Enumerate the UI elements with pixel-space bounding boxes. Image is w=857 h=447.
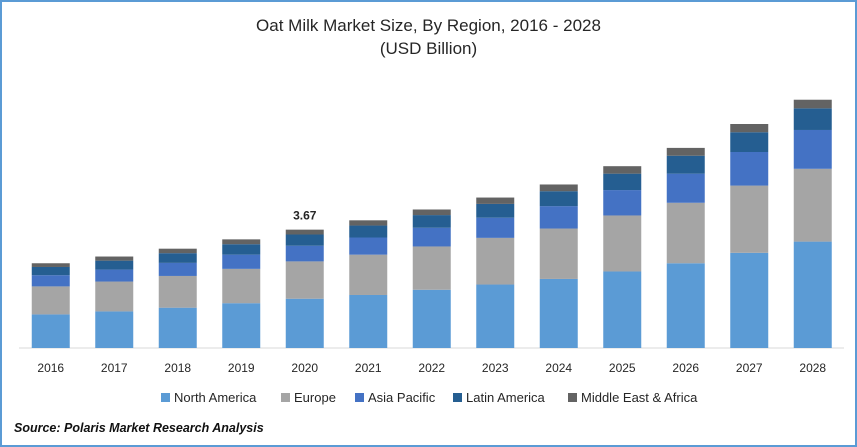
bar-2018-north-america: [158, 307, 197, 348]
bar-2023-asia-pacific: [476, 217, 515, 238]
bar-2022-middle-east-africa: [412, 209, 451, 216]
bar-2019-north-america: [222, 303, 261, 348]
legend-swatch-latin-america: [453, 393, 462, 402]
bar-2020-europe: [285, 261, 324, 299]
bar-2027-latin-america: [730, 132, 769, 152]
bar-2021-middle-east-africa: [349, 220, 388, 226]
legend-swatch-middle-east-africa: [568, 393, 577, 402]
x-tick-2022: 2022: [418, 361, 445, 375]
bar-2022-latin-america: [412, 215, 451, 228]
x-tick-2026: 2026: [672, 361, 699, 375]
bar-2025-latin-america: [603, 173, 642, 191]
bar-2017-asia-pacific: [95, 269, 134, 282]
bar-2028-latin-america: [793, 108, 832, 130]
bar-2022-europe: [412, 246, 451, 290]
bar-2021-asia-pacific: [349, 237, 388, 255]
legend-label-north-america: North America: [174, 390, 257, 405]
bar-2023-north-america: [476, 284, 515, 348]
bar-2019-middle-east-africa: [222, 239, 261, 245]
bar-2028-middle-east-africa: [793, 99, 832, 109]
bar-2028-north-america: [793, 241, 832, 348]
x-tick-2020: 2020: [291, 361, 318, 375]
x-tick-2023: 2023: [482, 361, 509, 375]
bar-2017-middle-east-africa: [95, 256, 134, 261]
bar-2020-latin-america: [285, 234, 324, 246]
bar-2016-north-america: [31, 314, 70, 348]
bar-2025-north-america: [603, 271, 642, 348]
source-note: Source: Polaris Market Research Analysis: [14, 421, 264, 435]
legend-label-middle-east-africa: Middle East & Africa: [581, 390, 698, 405]
x-tick-2017: 2017: [101, 361, 128, 375]
bar-2016-middle-east-africa: [31, 263, 70, 267]
x-tick-2028: 2028: [799, 361, 826, 375]
x-tick-2016: 2016: [37, 361, 64, 375]
chart-subtitle: (USD Billion): [379, 39, 478, 58]
bar-2020-asia-pacific: [285, 245, 324, 262]
data-label-2020: 3.67: [293, 209, 317, 223]
bars-group: [31, 99, 832, 348]
bar-2021-latin-america: [349, 225, 388, 238]
bar-2022-north-america: [412, 289, 451, 348]
bar-2027-asia-pacific: [730, 152, 769, 186]
legend: North America Europe Asia Pacific Latin Ame…: [161, 390, 698, 405]
bar-2022-asia-pacific: [412, 227, 451, 247]
bar-2024-middle-east-africa: [539, 184, 578, 192]
bar-2026-latin-america: [666, 155, 705, 174]
bar-2023-middle-east-africa: [476, 197, 515, 204]
x-tick-2019: 2019: [228, 361, 255, 375]
bar-2026-asia-pacific: [666, 173, 705, 203]
bar-2016-latin-america: [31, 266, 70, 276]
bar-2026-europe: [666, 202, 705, 264]
bar-2026-north-america: [666, 263, 705, 348]
bar-2019-europe: [222, 268, 261, 304]
bar-2027-europe: [730, 185, 769, 253]
x-tick-labels: 2016 2017 2018 2019 2020 2021 2022 2023 2024 2025…: [37, 361, 826, 375]
x-tick-2024: 2024: [545, 361, 572, 375]
bar-2026-middle-east-africa: [666, 147, 705, 156]
bar-2018-europe: [158, 275, 197, 308]
bar-2017-latin-america: [95, 260, 134, 270]
legend-label-latin-america: Latin America: [466, 390, 546, 405]
bar-2016-europe: [31, 286, 70, 315]
bar-2023-europe: [476, 237, 515, 285]
bar-2028-asia-pacific: [793, 129, 832, 169]
bar-2027-middle-east-africa: [730, 124, 769, 133]
legend-swatch-north-america: [161, 393, 170, 402]
legend-swatch-asia-pacific: [355, 393, 364, 402]
x-tick-2027: 2027: [736, 361, 763, 375]
bar-2028-europe: [793, 168, 832, 242]
bar-2027-north-america: [730, 252, 769, 348]
bar-2021-north-america: [349, 294, 388, 348]
annotations: 3.67: [293, 209, 317, 223]
bar-2020-middle-east-africa: [285, 229, 324, 235]
bar-2024-europe: [539, 228, 578, 279]
bar-2018-middle-east-africa: [158, 248, 197, 254]
bar-2024-north-america: [539, 278, 578, 348]
x-tick-2018: 2018: [164, 361, 191, 375]
bar-2023-latin-america: [476, 203, 515, 218]
legend-swatch-europe: [281, 393, 290, 402]
bar-2018-asia-pacific: [158, 262, 197, 276]
bar-2017-north-america: [95, 311, 134, 348]
legend-label-europe: Europe: [294, 390, 336, 405]
bar-2020-north-america: [285, 298, 324, 348]
bar-2017-europe: [95, 281, 134, 312]
bar-2019-asia-pacific: [222, 254, 261, 269]
bar-2021-europe: [349, 254, 388, 295]
bar-2025-middle-east-africa: [603, 166, 642, 174]
bar-2019-latin-america: [222, 244, 261, 255]
bar-2016-asia-pacific: [31, 275, 70, 287]
bar-2025-asia-pacific: [603, 190, 642, 216]
legend-label-asia-pacific: Asia Pacific: [368, 390, 436, 405]
x-tick-2025: 2025: [609, 361, 636, 375]
bar-2018-latin-america: [158, 253, 197, 263]
bar-2025-europe: [603, 215, 642, 272]
chart-title: Oat Milk Market Size, By Region, 2016 - …: [256, 16, 601, 35]
bar-2024-asia-pacific: [539, 206, 578, 229]
bar-2024-latin-america: [539, 191, 578, 207]
x-tick-2021: 2021: [355, 361, 382, 375]
